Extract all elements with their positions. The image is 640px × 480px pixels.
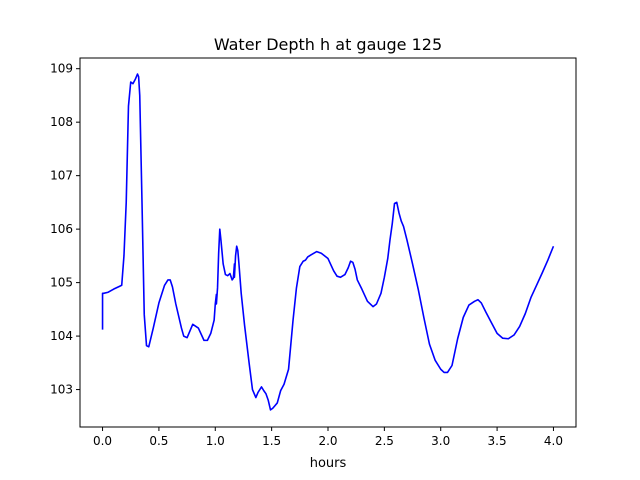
chart-title: Water Depth h at gauge 125 — [214, 35, 442, 54]
plot-frame — [79, 57, 577, 428]
y-tick-label: 106 — [50, 222, 73, 236]
x-tick-label: 1.5 — [262, 434, 281, 448]
x-tick-label: 2.5 — [375, 434, 394, 448]
x-tick-label: 0.0 — [93, 434, 112, 448]
x-axis-label: hours — [310, 456, 347, 471]
y-tick-label: 107 — [50, 169, 73, 183]
x-tick-label: 2.0 — [318, 434, 337, 448]
y-tick-label: 109 — [50, 62, 73, 76]
y-tick-label: 103 — [50, 383, 73, 397]
x-tick-label: 1.0 — [206, 434, 225, 448]
y-tick-label: 105 — [50, 276, 73, 290]
series-layer — [101, 73, 555, 411]
water-depth-series-line — [101, 73, 555, 411]
x-tick-label: 3.5 — [488, 434, 507, 448]
y-tick-label: 108 — [50, 115, 73, 129]
x-tick-label: 0.5 — [149, 434, 168, 448]
x-tick-label: 3.0 — [431, 434, 450, 448]
x-tick-label: 4.0 — [544, 434, 563, 448]
y-tick-label: 104 — [50, 329, 73, 343]
axis-ticks: 0.0 0.5 1.0 1.5 2.0 2.5 3.0 3.5 4.0 103 104 105 106 1… — [50, 62, 563, 448]
